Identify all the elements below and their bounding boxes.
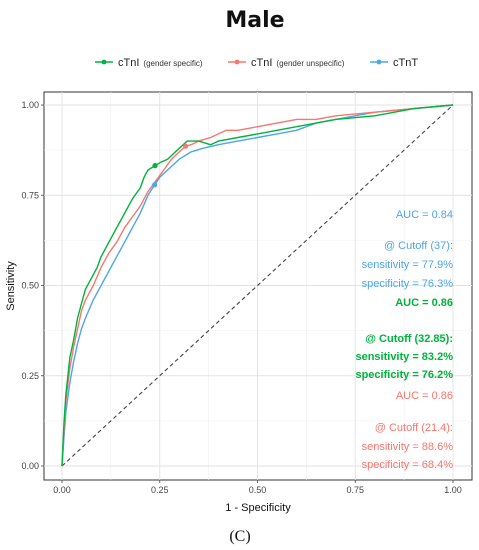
- y-tick-label: 1.00: [21, 100, 39, 110]
- chart-title: Male: [225, 8, 284, 33]
- x-tick-label: 0.75: [346, 485, 364, 495]
- y-axis-label: Sensitivity: [5, 261, 17, 311]
- plot-panel: [43, 91, 473, 481]
- x-axis-label: 1 - Specificity: [225, 502, 291, 514]
- annotation-text: @ Cutoff (37):: [384, 240, 453, 252]
- y-tick-label: 0.75: [21, 190, 39, 200]
- cutoff-point-1: [152, 163, 158, 169]
- annotation-text: @ Cutoff (32.85):: [365, 333, 453, 345]
- diagonal-reference-line: [61, 104, 454, 467]
- legend-key-point: [376, 59, 382, 65]
- x-tick-label: 0.25: [151, 485, 169, 495]
- plot-area: 0.00 0.25 0.50 0.75 1.00 0.00 0.25 0.50 0.75 1.00: [21, 91, 473, 495]
- annotations: AUC = 0.84 @ Cutoff (37): sensitivity = 77…: [355, 209, 453, 471]
- x-tick-label: 0.50: [249, 485, 267, 495]
- roc-curve-series-1: [61, 104, 454, 467]
- legend-key-point: [234, 59, 240, 65]
- y-tick-label: 0.50: [21, 281, 39, 291]
- legend-key-point: [101, 59, 107, 65]
- annotation-text: AUC = 0.86: [396, 390, 453, 402]
- annotation-text: @ Cutoff (21.4):: [375, 422, 453, 434]
- annotation-text: AUC = 0.84: [396, 209, 453, 221]
- annotation-text: sensitivity = 83.2%: [355, 351, 453, 363]
- roc-curve-series-2: [61, 104, 454, 467]
- annotation-text: specificity = 68.4%: [362, 459, 454, 471]
- legend-item-sublabel: (gender specific): [143, 59, 202, 68]
- legend-item-label: cTnI (gender specific): [118, 57, 203, 69]
- cutoff-point-3: [152, 182, 158, 188]
- annotation-text: specificity = 76.2%: [355, 369, 453, 381]
- annotation-text: AUC = 0.86: [395, 297, 453, 309]
- y-tick-label: 0.00: [21, 461, 39, 471]
- roc-curve-series-3: [61, 104, 454, 467]
- legend: cTnI (gender specific) cTnI (gender unspeci…: [95, 57, 418, 69]
- annotation-text: sensitivity = 88.6%: [362, 441, 454, 453]
- legend-item-label: cTnI (gender unspecific): [251, 57, 345, 69]
- annotation-text: sensitivity = 77.9%: [362, 259, 454, 271]
- cutoff-point-2: [182, 143, 189, 149]
- x-tick-label: 0.00: [53, 485, 71, 495]
- panel-label: (C): [229, 528, 250, 545]
- y-tick-label: 0.25: [21, 371, 39, 381]
- annotation-text: specificity = 76.3%: [362, 278, 454, 290]
- legend-item-label: cTnT: [393, 57, 418, 69]
- x-tick-label: 1.00: [444, 485, 462, 495]
- legend-item-sublabel: (gender unspecific): [276, 59, 344, 68]
